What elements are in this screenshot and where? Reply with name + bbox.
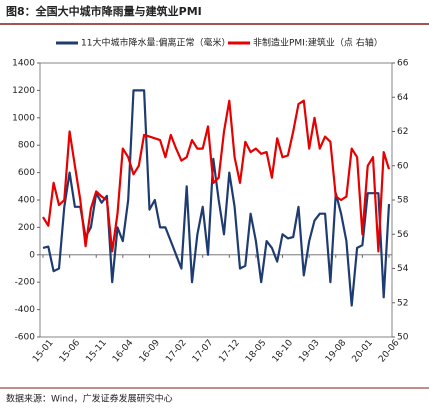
y-tick-label: 200 <box>18 223 35 233</box>
legend-label: 11大中城市降水量:偏离正常（毫米） <box>81 37 231 49</box>
y2-tick-label: 62 <box>397 127 408 137</box>
x-tick-label: 19-08 <box>324 338 349 365</box>
y-tick-label: 800 <box>18 141 35 151</box>
y-tick-label: -600 <box>15 333 36 343</box>
y-tick-label: -400 <box>15 305 36 315</box>
x-tick-label: 19-03 <box>297 338 321 364</box>
y2-tick-label: 50 <box>397 333 409 343</box>
y2-tick-label: 52 <box>397 298 408 308</box>
series-line <box>42 99 391 253</box>
x-tick-label: 20-01 <box>351 338 375 364</box>
x-tick-label: 16-04 <box>111 338 136 365</box>
chart-title: 图8：全国大中城市降雨量与建筑业PMI <box>6 4 202 18</box>
y2-tick-label: 66 <box>397 59 409 69</box>
y-tick-label: 1000 <box>12 113 35 123</box>
y-tick-label: -200 <box>15 278 36 288</box>
x-tick-label: 17-07 <box>191 338 215 364</box>
x-tick-label: 17-12 <box>217 338 241 364</box>
y-tick-label: 600 <box>18 168 35 178</box>
x-tick-label: 20-06 <box>377 338 402 365</box>
x-tick-label: 17-02 <box>164 338 188 364</box>
y-tick-label: 1200 <box>12 86 35 96</box>
y2-tick-label: 54 <box>397 264 409 274</box>
source: 数据来源：Wind，广发证券发展研究中心 <box>6 393 173 405</box>
legend-label: 非制造业PMI:建筑业（点 右轴） <box>253 37 383 49</box>
y2-tick-label: 56 <box>397 230 409 240</box>
y2-tick-label: 64 <box>397 93 409 103</box>
x-tick-label: 18-10 <box>271 338 296 365</box>
x-tick-label: 15-06 <box>58 338 83 365</box>
x-tick-label: 15-11 <box>84 338 108 364</box>
y2-tick-label: 58 <box>397 196 409 206</box>
y-tick-label: 0 <box>29 250 35 260</box>
x-tick-label: 18-05 <box>244 338 268 364</box>
y2-tick-label: 60 <box>397 161 409 171</box>
y-tick-label: 400 <box>18 196 35 206</box>
x-tick-label: 16-09 <box>138 338 163 365</box>
y-tick-label: 1400 <box>12 59 35 69</box>
